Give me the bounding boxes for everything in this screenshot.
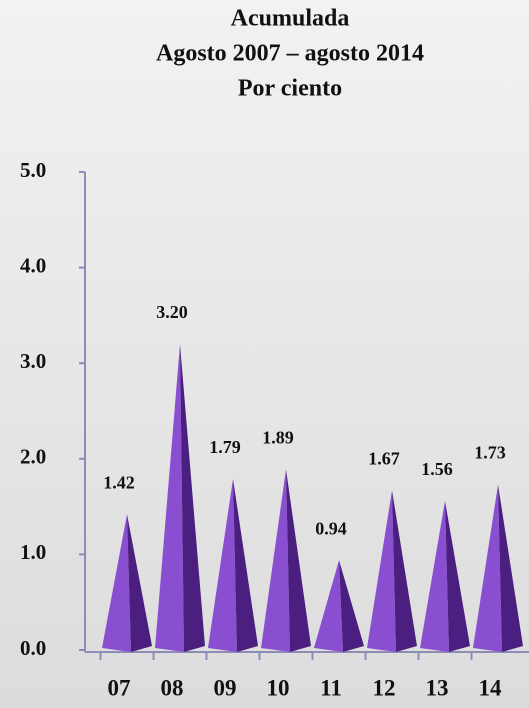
value-label: 1.56 xyxy=(421,459,453,479)
pyramid xyxy=(102,514,131,652)
y-tick-label: 2.0 xyxy=(20,445,46,469)
y-tick-label: 0.0 xyxy=(20,636,46,660)
pyramid xyxy=(367,490,396,652)
value-label: 3.20 xyxy=(156,302,188,322)
y-tick-label: 5.0 xyxy=(20,158,46,182)
pyramid-shade xyxy=(498,484,523,652)
x-tick-label: 09 xyxy=(214,675,237,700)
x-tick-label: 11 xyxy=(320,675,342,700)
value-label: 1.42 xyxy=(103,472,135,492)
pyramid xyxy=(473,484,502,652)
pyramid xyxy=(155,344,184,652)
value-label: 1.79 xyxy=(209,437,241,457)
x-tick-label: 10 xyxy=(267,675,290,700)
x-tick-label: 12 xyxy=(373,675,396,700)
x-tick-label: 14 xyxy=(479,675,503,700)
pyramid xyxy=(208,478,237,652)
chart-unit: Por ciento xyxy=(238,76,342,102)
pyramid xyxy=(261,469,290,652)
chart-subtitle: Agosto 2007 – agosto 2014 xyxy=(156,41,424,67)
pyramid-shade xyxy=(180,344,205,652)
value-label: 0.94 xyxy=(315,518,347,538)
x-tick-label: 13 xyxy=(426,675,449,700)
y-tick-label: 1.0 xyxy=(20,540,46,564)
pyramid-shade xyxy=(127,514,152,652)
pyramid xyxy=(420,500,449,652)
value-label: 1.73 xyxy=(474,443,506,463)
pyramid xyxy=(314,560,343,652)
pyramid-shade xyxy=(392,490,417,652)
y-tick-label: 3.0 xyxy=(20,349,46,373)
pyramid-shade xyxy=(339,560,364,652)
pyramid-shade xyxy=(445,500,470,652)
x-tick-label: 07 xyxy=(108,675,131,700)
y-tick-label: 4.0 xyxy=(20,253,46,277)
chart-title: Acumulada xyxy=(231,6,350,32)
value-label: 1.89 xyxy=(262,427,294,447)
value-label: 1.67 xyxy=(368,448,400,468)
x-tick-label: 08 xyxy=(161,675,184,700)
pyramid-shade xyxy=(286,469,311,652)
pyramid-shade xyxy=(233,478,258,652)
